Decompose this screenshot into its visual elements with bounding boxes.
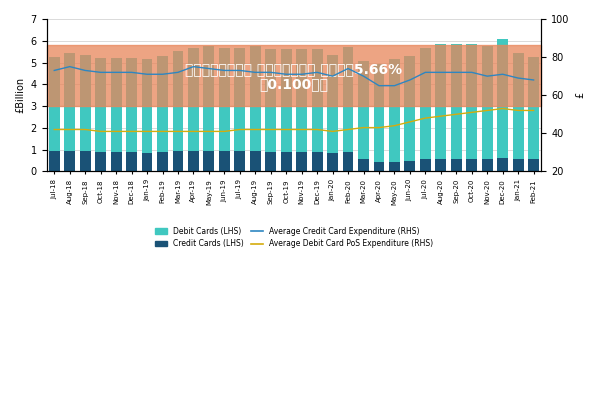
Text: 配资炒股什么意思 鳄鱼恤盘中异动 大幅下挫5.66%: 配资炒股什么意思 鳄鱼恤盘中异动 大幅下挫5.66% <box>185 62 403 76</box>
Bar <box>80 55 91 151</box>
Bar <box>64 151 75 172</box>
Bar <box>235 48 245 151</box>
Bar <box>47 45 541 106</box>
Bar <box>157 152 168 172</box>
Bar <box>482 46 493 160</box>
Bar <box>451 44 462 160</box>
Bar <box>188 48 199 151</box>
Bar <box>389 59 400 162</box>
Bar <box>250 46 260 151</box>
Bar <box>142 59 152 153</box>
Bar <box>312 50 323 152</box>
Bar <box>203 151 214 172</box>
Bar <box>436 44 446 160</box>
Text: 报0.100港元: 报0.100港元 <box>259 77 328 91</box>
Bar <box>436 160 446 172</box>
Bar <box>281 152 292 172</box>
Bar <box>173 50 184 151</box>
Bar <box>466 44 477 160</box>
Bar <box>219 151 230 172</box>
Bar <box>64 53 75 151</box>
Bar <box>482 160 493 172</box>
Bar <box>497 38 508 158</box>
Bar <box>513 160 524 172</box>
Bar <box>110 152 122 172</box>
Bar <box>265 152 276 172</box>
Bar <box>343 47 353 152</box>
Bar <box>188 151 199 172</box>
Bar <box>404 160 415 172</box>
Bar <box>528 57 539 160</box>
Bar <box>95 152 106 172</box>
Bar <box>327 55 338 153</box>
Legend: Debit Cards (LHS), Credit Cards (LHS), Average Credit Card Expenditure (RHS), Av: Debit Cards (LHS), Credit Cards (LHS), A… <box>152 224 436 252</box>
Bar <box>126 152 137 172</box>
Bar <box>528 160 539 172</box>
Bar <box>126 58 137 152</box>
Bar <box>281 50 292 152</box>
Bar <box>420 160 431 172</box>
Bar <box>250 151 260 172</box>
Bar <box>327 153 338 172</box>
Bar <box>358 62 369 160</box>
Bar <box>420 48 431 160</box>
Bar <box>296 50 307 152</box>
Bar <box>173 151 184 172</box>
Bar <box>513 53 524 160</box>
Bar <box>312 152 323 172</box>
Bar <box>95 58 106 152</box>
Bar <box>110 58 122 152</box>
Bar <box>49 57 59 151</box>
Bar <box>296 152 307 172</box>
Bar <box>343 152 353 172</box>
Bar <box>142 153 152 172</box>
Y-axis label: £: £ <box>575 92 585 98</box>
Bar <box>497 158 508 172</box>
Y-axis label: £Billion: £Billion <box>15 77 25 113</box>
Bar <box>451 160 462 172</box>
Bar <box>374 162 385 172</box>
Bar <box>466 160 477 172</box>
Bar <box>389 162 400 172</box>
Bar <box>80 151 91 172</box>
Bar <box>219 48 230 151</box>
Bar <box>49 151 59 172</box>
Bar <box>203 46 214 151</box>
Bar <box>374 64 385 162</box>
Bar <box>358 160 369 172</box>
Bar <box>404 56 415 160</box>
Bar <box>265 50 276 152</box>
Bar <box>235 151 245 172</box>
Bar <box>157 56 168 152</box>
